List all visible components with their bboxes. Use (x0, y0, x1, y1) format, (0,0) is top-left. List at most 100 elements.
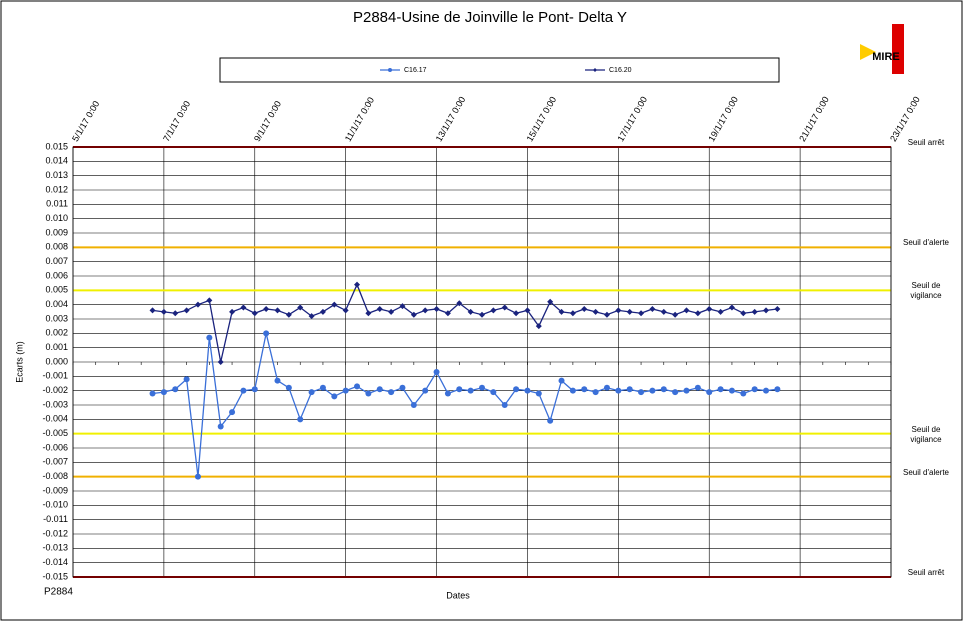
point (194, 301, 201, 308)
point (706, 305, 713, 312)
point (229, 409, 236, 416)
point (319, 384, 326, 391)
y-tick-label: -0.015 (42, 571, 68, 581)
point (490, 389, 497, 396)
point (649, 305, 656, 312)
point (660, 308, 667, 315)
point (558, 377, 565, 384)
point (547, 298, 554, 305)
point (229, 308, 236, 315)
point (331, 301, 338, 308)
point (354, 383, 361, 390)
point (615, 387, 622, 394)
point (444, 310, 451, 317)
point (626, 386, 633, 393)
y-tick-label: -0.009 (42, 485, 68, 495)
threshold-label: Seuil arrêt (907, 138, 945, 147)
y-tick-label: 0.011 (46, 199, 68, 209)
point (490, 307, 497, 314)
point (558, 308, 565, 315)
legend-marker (593, 68, 597, 72)
threshold-label: Seuil de vigilance (910, 424, 942, 444)
point (683, 307, 690, 314)
point (217, 359, 224, 365)
point (160, 389, 167, 396)
point (717, 386, 724, 393)
y-tick-label: -0.008 (42, 471, 68, 481)
point (524, 307, 531, 314)
y-tick-label: 0.000 (45, 356, 68, 366)
point (569, 387, 576, 394)
point (706, 389, 713, 396)
point (615, 307, 622, 314)
y-tick-label: -0.004 (42, 414, 68, 424)
threshold-label: Seuil arrêt (907, 568, 945, 577)
point (217, 423, 224, 430)
point (183, 376, 190, 383)
point (501, 304, 508, 311)
point (467, 387, 474, 394)
y-tick-label: -0.011 (43, 514, 68, 524)
point (263, 305, 270, 312)
point (774, 386, 781, 393)
point (456, 386, 463, 393)
point (694, 310, 701, 317)
point (751, 308, 758, 315)
threshold-label-box: Seuil de vigilance (910, 424, 942, 444)
point (740, 390, 747, 397)
y-tick-label: 0.003 (45, 313, 68, 323)
point (297, 304, 304, 311)
y-tick-label: -0.013 (42, 543, 68, 553)
point (513, 310, 520, 317)
point (422, 307, 429, 314)
point (774, 305, 781, 312)
point (331, 393, 338, 400)
point (365, 390, 372, 397)
point (274, 377, 281, 384)
y-tick-label: 0.005 (45, 285, 68, 295)
series (149, 281, 781, 365)
point (535, 323, 542, 330)
point (592, 308, 599, 315)
legend (219, 57, 780, 83)
threshold-label: Seuil d'alerte (903, 238, 949, 248)
point (354, 281, 361, 288)
point (399, 303, 406, 310)
point (672, 311, 679, 318)
y-tick-label: 0.014 (45, 156, 68, 166)
series (149, 330, 781, 480)
legend-marker (388, 68, 392, 72)
point (603, 384, 610, 391)
threshold-label: Seuil d'alerte (903, 467, 949, 477)
threshold-label-box: Seuil d'alerte (903, 238, 949, 248)
point (626, 308, 633, 315)
point (592, 389, 599, 396)
y-tick-label: 0.012 (45, 184, 68, 194)
point (501, 402, 508, 408)
point (251, 310, 258, 317)
point (422, 387, 429, 394)
y-tick-label: -0.010 (42, 500, 68, 510)
point (694, 384, 701, 391)
y-tick-label: 0.010 (45, 213, 68, 223)
logo-text: MIRE (872, 51, 900, 63)
legend-label: C16.17 (404, 67, 427, 74)
point (274, 307, 281, 314)
point (240, 387, 247, 394)
point (240, 304, 247, 311)
point (751, 386, 758, 393)
point (206, 297, 213, 304)
y-tick-label: 0.001 (45, 342, 68, 352)
point (569, 310, 576, 317)
point (399, 384, 406, 391)
threshold-label-box: Seuil arrêt (907, 138, 945, 147)
threshold-label-box: Seuil arrêt (907, 568, 945, 577)
point (763, 387, 770, 394)
point (728, 304, 735, 311)
threshold-label-box: Seuil d'alerte (903, 467, 949, 477)
x-axis-label: Dates (446, 590, 470, 600)
point (285, 311, 292, 318)
point (433, 369, 440, 376)
